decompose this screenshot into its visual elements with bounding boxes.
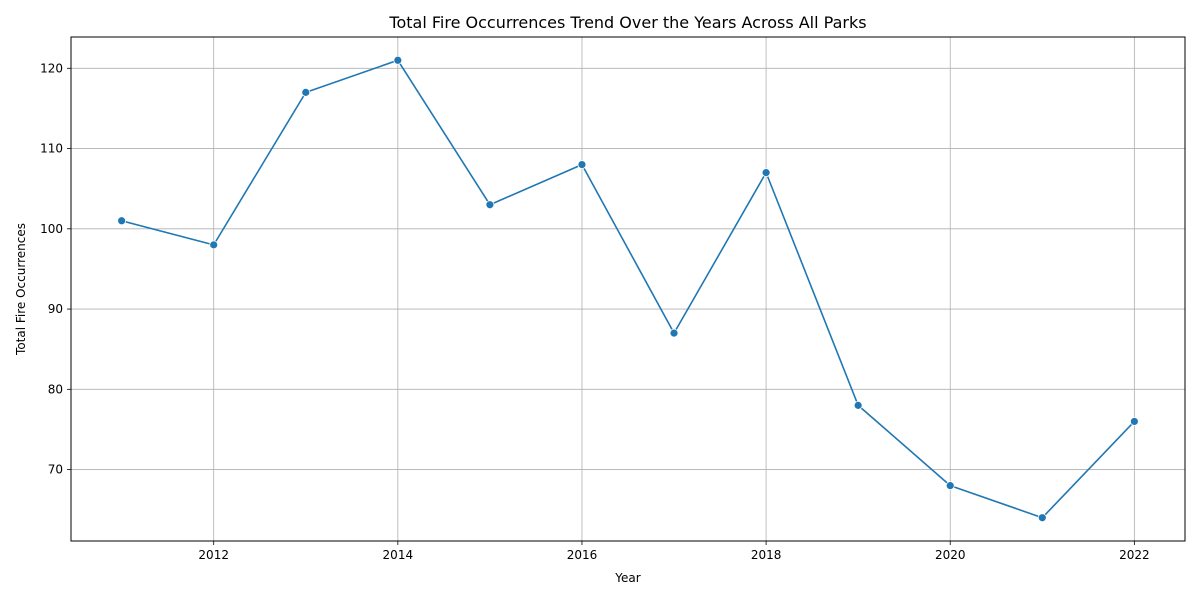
grid-lines <box>71 37 1185 541</box>
series-line <box>121 59 1135 519</box>
data-point <box>393 55 403 65</box>
y-tick-label: 80 <box>48 382 63 396</box>
x-tick-label: 2012 <box>198 548 229 562</box>
data-point <box>853 400 863 410</box>
x-axis-ticks: 2012 2014 2016 2018 2020 2022 <box>198 541 1150 562</box>
x-tick-label: 2020 <box>935 548 966 562</box>
y-tick-label: 110 <box>40 142 63 156</box>
chart-title: Total Fire Occurrences Trend Over the Ye… <box>388 13 866 32</box>
data-point <box>761 168 771 178</box>
x-tick-label: 2016 <box>567 548 598 562</box>
data-point <box>117 216 127 226</box>
y-axis-label: Total Fire Occurrences <box>14 223 28 356</box>
data-point <box>301 87 311 97</box>
x-tick-label: 2014 <box>383 548 414 562</box>
x-tick-label: 2018 <box>751 548 782 562</box>
data-point <box>1129 417 1139 426</box>
y-tick-label: 90 <box>48 302 63 316</box>
series-layer <box>117 55 1139 523</box>
y-tick-label: 100 <box>40 222 63 236</box>
data-point <box>209 240 219 250</box>
data-point <box>945 481 955 491</box>
data-point <box>669 328 679 338</box>
y-axis-ticks: 70 80 90 100 110 120 <box>40 61 71 477</box>
data-point <box>1037 513 1047 523</box>
data-point <box>485 200 495 210</box>
plot-area-frame <box>70 36 1186 542</box>
data-point <box>577 160 587 170</box>
y-tick-label: 120 <box>40 61 63 75</box>
x-axis-label: Year <box>614 571 640 585</box>
x-tick-label: 2022 <box>1119 548 1150 562</box>
y-tick-label: 70 <box>48 463 63 477</box>
